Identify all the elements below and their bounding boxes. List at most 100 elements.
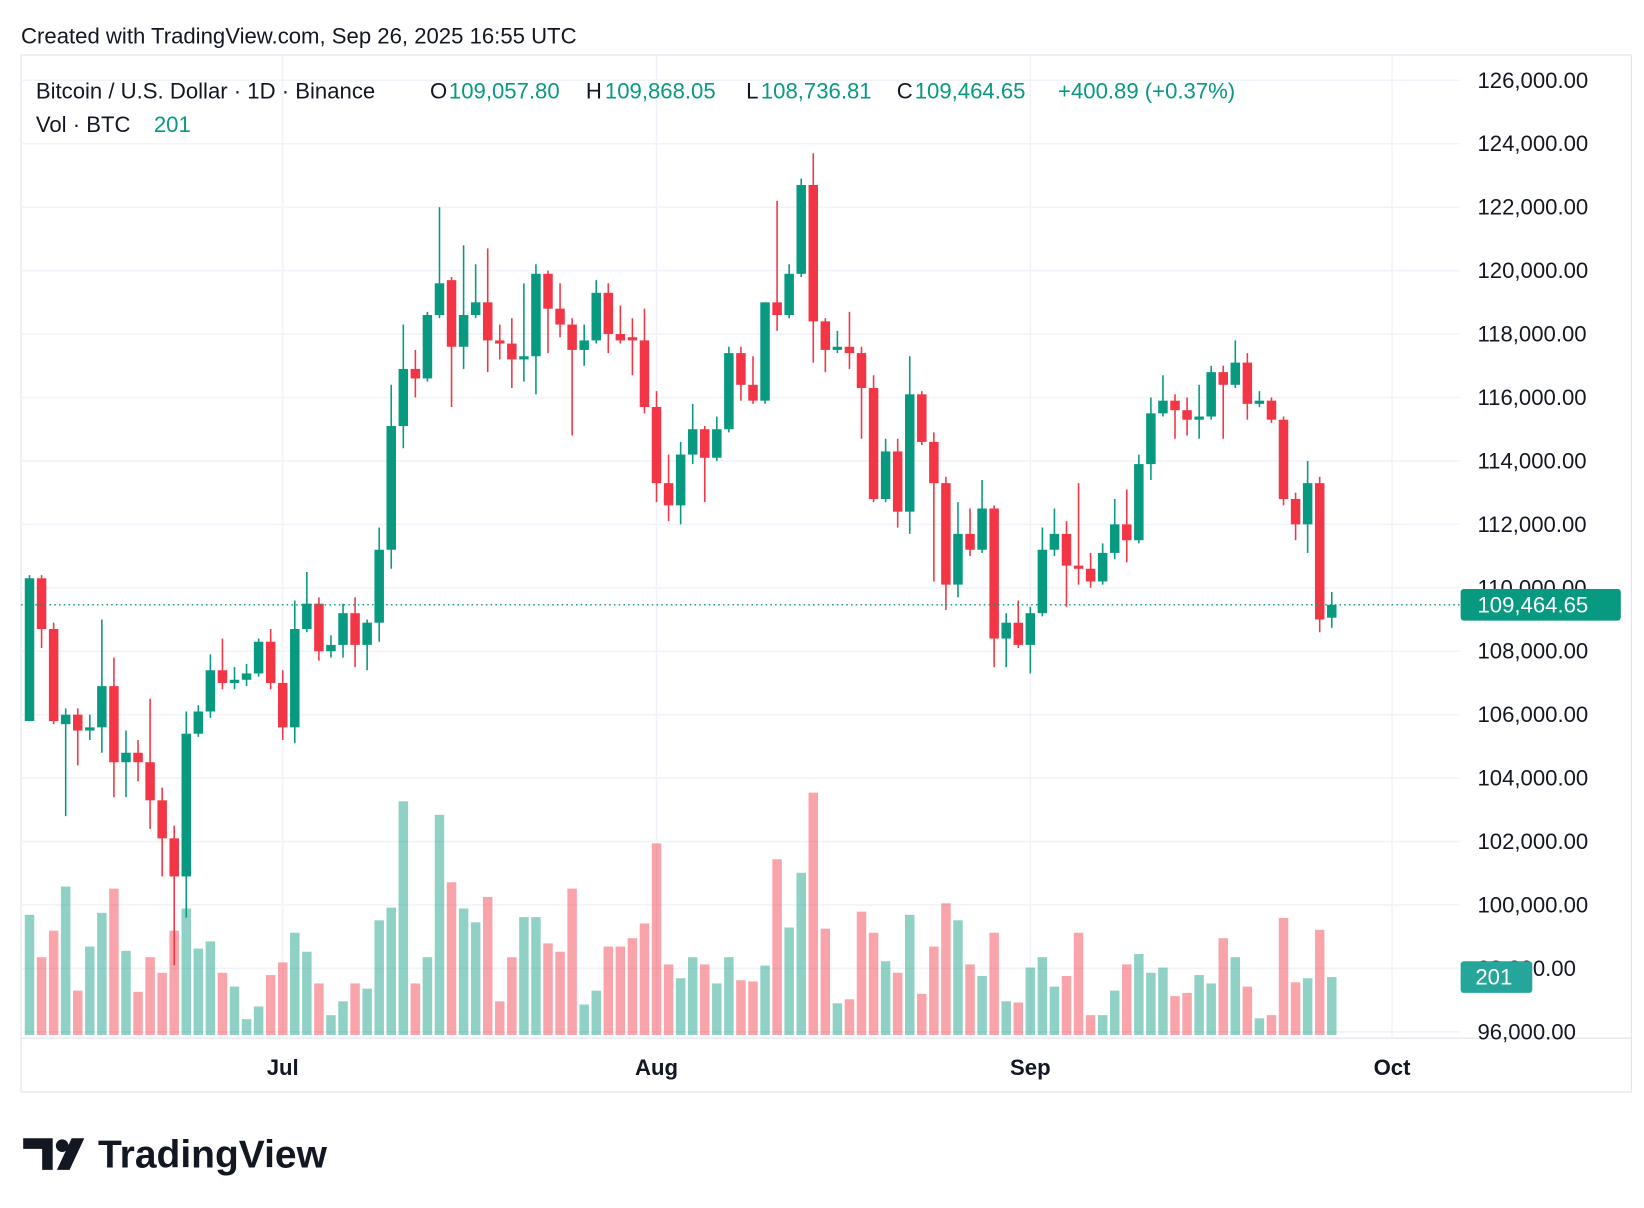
volume-bar <box>1061 975 1072 1036</box>
volume-bar <box>1254 1018 1265 1036</box>
y-tick-label: 118,000.00 <box>1477 322 1586 347</box>
candle-body <box>1290 498 1301 525</box>
volume-bar <box>531 917 541 1036</box>
candle-body <box>519 356 529 360</box>
candle-body <box>772 302 782 316</box>
candle-body <box>398 368 409 427</box>
candle-body <box>808 184 819 322</box>
volume-bar <box>651 843 662 1036</box>
candle-body <box>929 441 939 484</box>
candle-body <box>760 302 770 401</box>
candle-body <box>796 184 806 274</box>
candle-body <box>1025 613 1036 645</box>
volume-bar <box>181 908 192 1036</box>
candle-body <box>687 429 698 455</box>
candle-body <box>1146 413 1156 465</box>
candle-body <box>880 451 891 499</box>
candle-body <box>73 714 83 731</box>
volume-bar <box>772 859 782 1036</box>
candle-body <box>1122 524 1132 541</box>
volume-bar <box>675 978 686 1036</box>
volume-bar <box>229 986 240 1036</box>
candle-body <box>458 315 469 347</box>
candle-body <box>1109 524 1120 553</box>
volume-bar <box>193 948 204 1036</box>
last-price-badge <box>1460 588 1621 621</box>
volume-bar <box>458 908 469 1036</box>
volume-bar <box>265 975 276 1036</box>
volume-bar <box>145 957 155 1036</box>
volume-badge-label: 201 <box>1475 965 1512 990</box>
volume-bar <box>495 1001 505 1036</box>
candle-body <box>410 368 421 379</box>
volume-bar <box>410 983 421 1036</box>
candle-body <box>1073 565 1084 569</box>
candle-body <box>277 682 288 728</box>
candle-body <box>977 508 987 550</box>
candle-body <box>109 686 119 763</box>
candle-body <box>1218 372 1228 385</box>
candle-body <box>495 340 505 344</box>
candle-body <box>675 454 686 506</box>
candle-body <box>386 426 396 550</box>
volume-bar <box>1001 1001 1011 1036</box>
volume-bar <box>712 983 722 1036</box>
volume-bar <box>736 980 746 1036</box>
volume-bar <box>687 957 698 1036</box>
volume-bar <box>1170 996 1180 1036</box>
volume-bar <box>1206 983 1216 1036</box>
volume-bar <box>880 961 891 1036</box>
low-value: 108,736.81 <box>761 78 872 103</box>
volume-bar <box>398 801 409 1036</box>
volume-bar <box>24 914 35 1036</box>
y-tick-label: 126,000.00 <box>1477 68 1588 93</box>
candle-body <box>1049 533 1060 550</box>
volume-bar <box>60 886 71 1036</box>
candle-body <box>314 603 324 652</box>
candle-body <box>904 394 915 512</box>
open-label: O <box>430 78 447 103</box>
volume-bar <box>386 907 396 1036</box>
candle-body <box>989 508 999 639</box>
volume-bar <box>1242 986 1253 1036</box>
brand: TradingView <box>98 1134 328 1177</box>
volume-bar <box>169 930 179 1036</box>
volume-bar <box>350 983 360 1036</box>
volume-bar <box>941 903 951 1036</box>
close-label: C <box>897 78 913 103</box>
candle-body <box>784 273 794 316</box>
volume-bar <box>326 1015 336 1036</box>
candle-body <box>85 727 95 731</box>
candle-body <box>663 483 674 506</box>
volume-bar <box>700 964 710 1036</box>
volume-badge <box>1460 961 1533 993</box>
candle-body <box>1170 400 1180 411</box>
y-tick-label: 108,000.00 <box>1477 639 1588 664</box>
volume-bar <box>1109 990 1120 1036</box>
y-tick-label: 120,000.00 <box>1477 258 1588 283</box>
candle-body <box>1327 604 1337 618</box>
candle-body <box>434 283 445 316</box>
axes: 96,000.0098,000.00100,000.00102,000.0010… <box>21 68 1621 1080</box>
candle-body <box>241 673 252 680</box>
y-tick-label: 124,000.00 <box>1477 131 1588 156</box>
candle-body <box>362 622 372 645</box>
volume-bar <box>1266 1015 1277 1036</box>
volume-bar <box>1146 972 1156 1036</box>
volume-bar <box>1290 982 1301 1036</box>
volume-bar <box>1194 975 1204 1036</box>
candle-body <box>832 346 843 350</box>
volume-bar <box>844 999 855 1036</box>
candle-body <box>229 679 240 683</box>
volume-bar <box>796 872 806 1036</box>
candle-body <box>555 308 565 325</box>
volume-bar <box>133 991 143 1036</box>
volume-bar <box>338 1001 348 1036</box>
candle-body <box>133 752 143 763</box>
candle-body <box>1097 552 1108 582</box>
volume-bar <box>820 928 831 1036</box>
candle-body <box>1266 400 1277 420</box>
volume-bar <box>1122 964 1132 1036</box>
candle-body <box>651 407 662 484</box>
